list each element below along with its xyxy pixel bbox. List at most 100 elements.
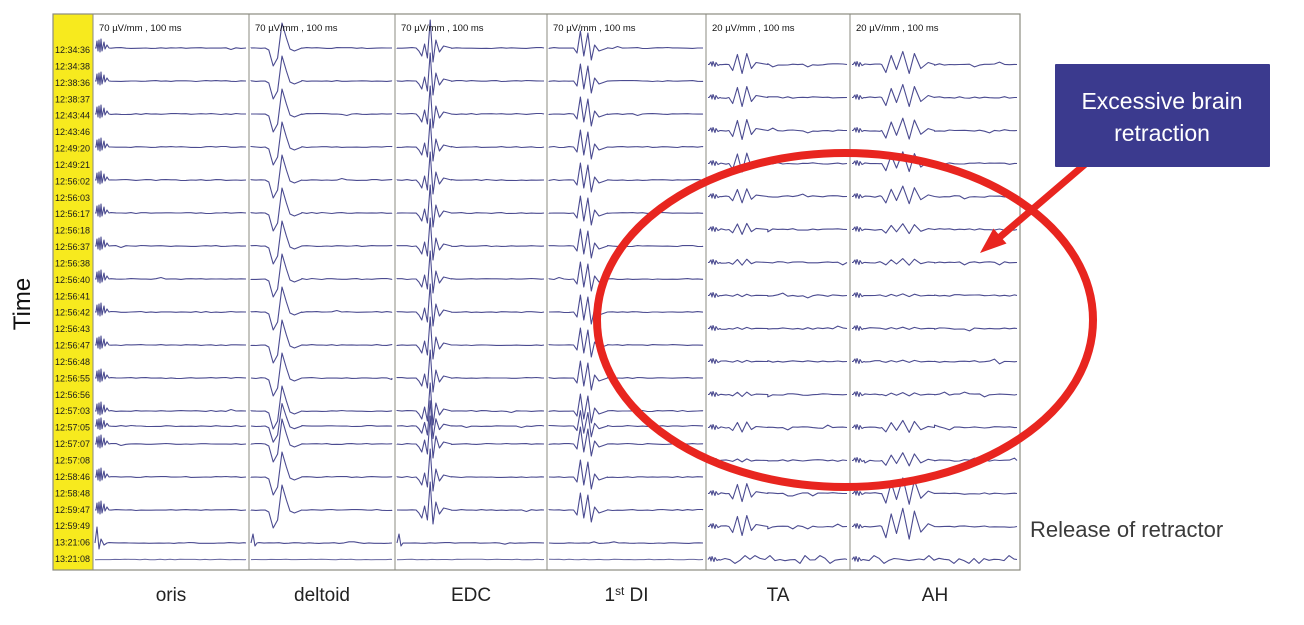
trace-ta [708,390,848,398]
trace-ah [852,50,1018,75]
scale-label-ah: 20 µV/mm , 100 ms [856,23,939,34]
trace-di [548,393,704,424]
annotations: Excessive brain retraction Release of re… [593,64,1270,542]
channel-label-di: 1st DI [604,585,648,607]
timestamp-label: 12:58:46 [55,472,90,482]
trace-deltoid [250,154,393,199]
trace-ta [708,188,848,204]
trace-ta [708,357,848,365]
trace-edc [396,283,545,327]
trace-edc [396,558,545,561]
trace-edc [396,448,545,492]
trace-ah [851,555,1018,564]
red-arrow-shaft [997,157,1093,240]
trace-deltoid [250,121,393,166]
trace-oris [95,434,247,449]
channel-label-oris: oris [156,585,187,606]
timestamp-label: 13:21:08 [55,554,90,564]
trace-oris [95,170,247,185]
trace-oris [95,401,247,416]
timestamp-label: 12:56:38 [55,258,90,268]
timestamp-label: 12:56:41 [55,291,90,301]
red-arrow-head [980,228,1007,253]
time-axis-label: Time [9,278,36,330]
scale-label-oris: 70 µV/mm , 100 ms [99,23,182,34]
trace-deltoid [250,220,393,265]
trace-oris [95,467,247,482]
trace-edc [396,118,545,162]
trace-di [548,30,704,61]
trace-ah [852,258,1018,266]
trace-deltoid [250,385,393,430]
trace-di [548,410,704,438]
timestamp-label: 12:38:37 [55,94,90,104]
trace-di [548,294,704,325]
trace-deltoid [250,286,393,331]
timestamp-label: 12:57:07 [55,439,90,449]
chart-outer-border [52,13,1021,571]
timestamp-label: 12:57:03 [55,406,90,416]
timestamp-label: 12:56:43 [55,324,90,334]
trace-ah [852,83,1017,108]
trace-oris [95,417,247,431]
trace-deltoid [250,451,393,496]
trace-ta [708,421,848,433]
trace-deltoid [250,484,393,529]
trace-edc [396,349,545,393]
trace-deltoid [250,418,393,463]
channel-labels: oris deltoid EDC 1st DI TA AH [156,585,949,607]
trace-edc [396,184,545,228]
trace-edc [396,151,545,195]
trace-ah [852,390,1018,398]
trace-ah [852,324,1018,332]
annotation-text-line1: Excessive brain [1081,88,1242,114]
trace-deltoid [250,55,393,100]
trace-ah [852,357,1018,365]
trace-ta [708,483,847,503]
timestamp-label: 12:56:40 [55,275,90,285]
trace-edc [396,217,545,261]
timestamp-label: 12:57:05 [55,423,90,433]
timestamp-label: 12:59:47 [55,505,90,515]
channel-label-edc: EDC [451,585,491,606]
annotation-text-line2: retraction [1114,120,1210,146]
trace-oris [95,38,247,53]
trace-oris [94,526,247,550]
timestamp-label: 12:57:08 [55,456,90,466]
trace-oris [94,558,247,561]
trace-ah [852,291,1018,299]
trace-oris [95,302,247,317]
trace-di [548,162,704,193]
trace-ah [852,223,1018,235]
scale-label-di: 70 µV/mm , 100 ms [553,23,636,34]
time-column [52,13,94,571]
timestamp-label: 12:43:44 [55,111,90,121]
time-column-background [52,13,94,571]
trace-ah [852,419,1018,433]
annotation-callout-box [1055,64,1270,167]
trace-edc [396,52,544,96]
trace-ta [708,85,848,108]
trace-ah [852,477,1018,505]
timestamp-label: 12:58:48 [55,488,90,498]
trace-deltoid [250,319,393,364]
trace-di [548,459,704,490]
trace-oris [95,203,247,218]
red-ellipse-highlight [593,149,1097,491]
trace-ah [852,507,1018,540]
scale-label-edc: 70 µV/mm , 100 ms [401,23,484,34]
trace-oris [95,137,247,152]
trace-oris [95,335,247,350]
trace-deltoid [250,402,393,443]
timestamp-label: 12:49:21 [55,160,90,170]
timestamp-label: 12:43:46 [55,127,90,137]
trace-ta [708,291,848,299]
trace-di [548,492,704,523]
trace-deltoid [250,22,393,67]
timestamp-label: 12:56:18 [55,226,90,236]
trace-oris [95,269,247,284]
trace-deltoid [250,187,393,232]
trace-ta [708,456,848,464]
trace-edc [396,481,545,525]
